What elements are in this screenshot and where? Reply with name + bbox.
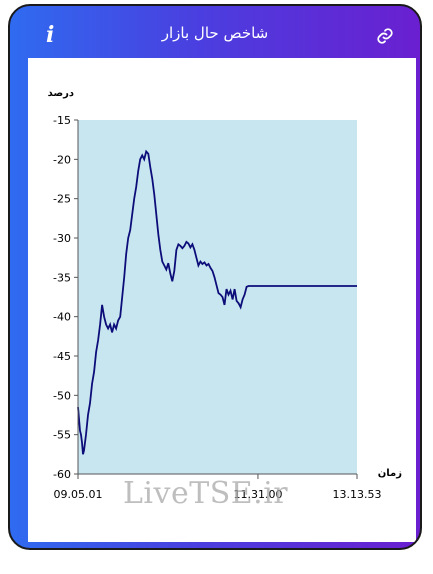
header-bar: i شاخص حال بازار (10, 6, 420, 62)
y-axis-label: درصد (48, 88, 74, 99)
y-tick-label: -15 (53, 114, 71, 127)
y-tick-label: -25 (53, 193, 71, 206)
info-icon[interactable]: i (46, 22, 55, 48)
y-tick-label: -45 (53, 350, 71, 363)
y-tick-label: -20 (53, 153, 71, 166)
page-title: شاخص حال بازار (161, 24, 269, 42)
series-line (77, 149, 357, 455)
x-tick-label: 09.05.01 (54, 488, 103, 501)
y-tick-label: -30 (53, 232, 71, 245)
watermark: LiveTSE.ir (123, 476, 289, 511)
y-tick-label: -35 (53, 271, 71, 284)
x-axis-label: زمان (378, 468, 402, 479)
y-tick-label: -40 (53, 311, 71, 324)
y-tick-label: -55 (53, 429, 71, 442)
plot-area (78, 120, 357, 474)
y-tick-label: -60 (53, 468, 71, 481)
line-chart: -15 -20 -25 -30 -35 -40 -45 -50 -55 -60 09.05.01 1… (48, 88, 403, 501)
chart-panel: -15 -20 -25 -30 -35 -40 -45 -50 -55 -60 09.05.01 1… (28, 58, 416, 542)
x-tick-label: 11.31.00 (233, 488, 282, 501)
chart-window: i شاخص حال بازار -15 -20 -25 -30 -35 -40 -45 -5… (8, 4, 422, 550)
x-tick-label: 13.13.53 (333, 488, 382, 501)
link-icon[interactable] (376, 27, 394, 45)
y-tick-label: -50 (53, 389, 71, 402)
